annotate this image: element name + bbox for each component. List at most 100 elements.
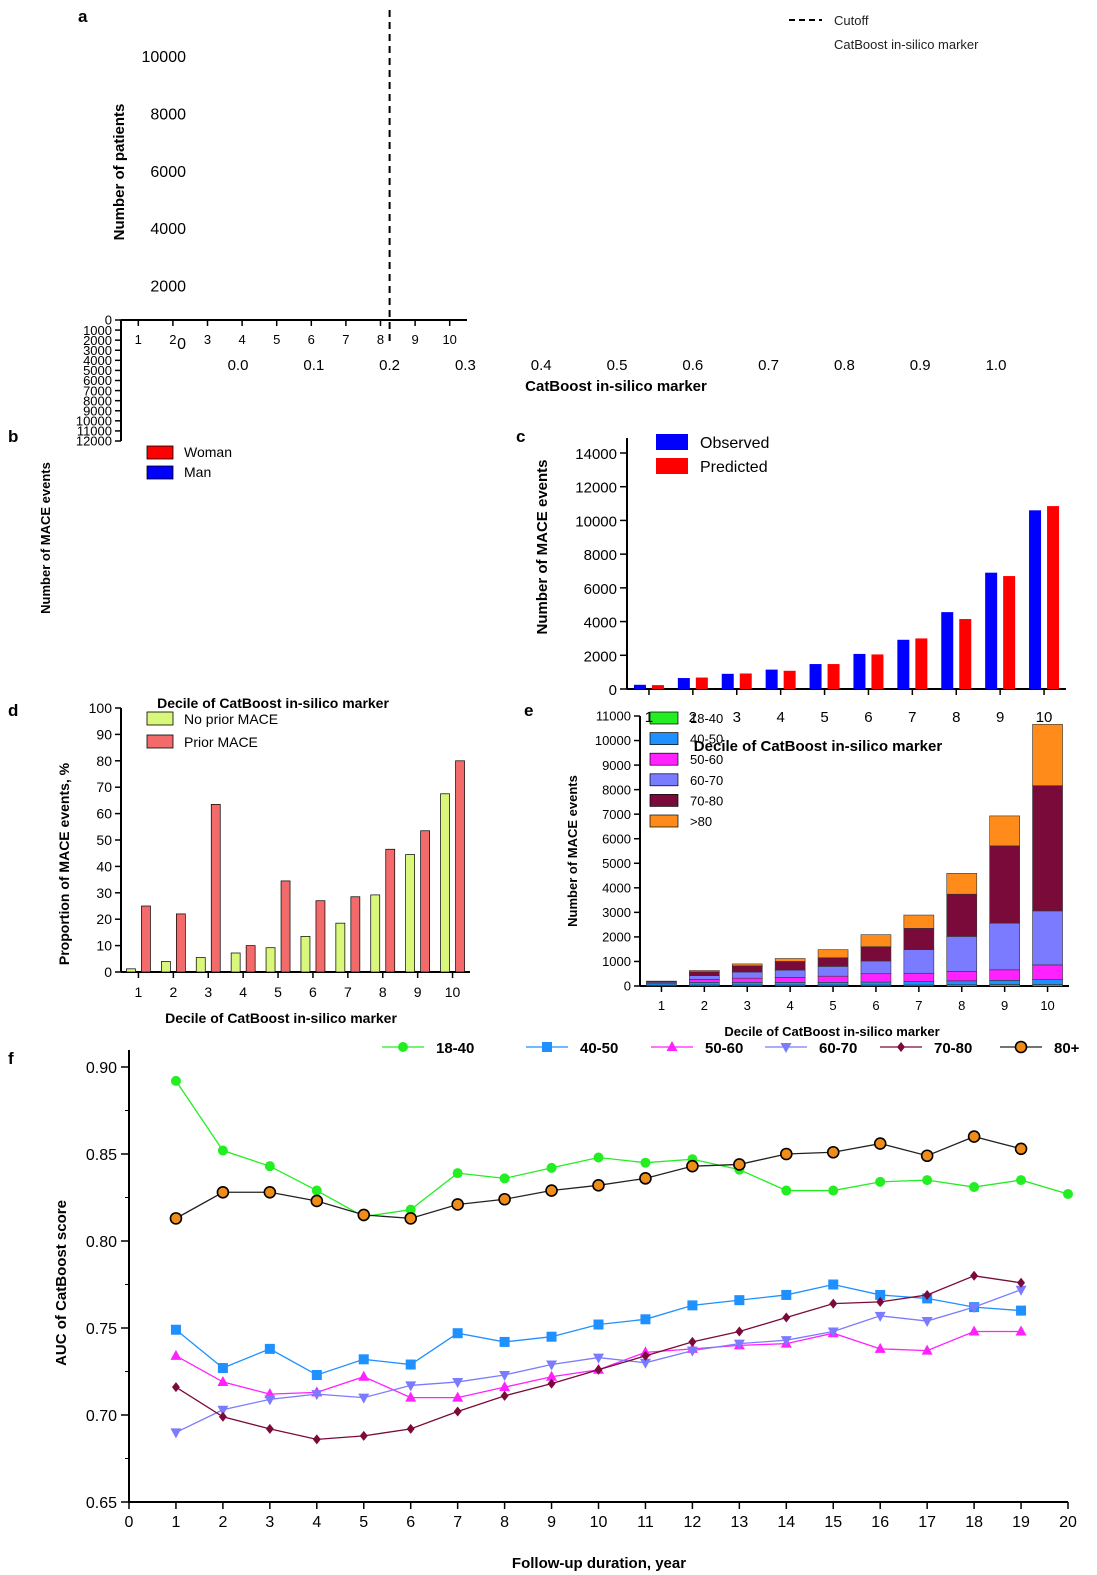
panel-e-bar-60-70 xyxy=(860,960,892,975)
panel-e-bar-70-80 xyxy=(1032,785,1063,912)
panel-c-xlabel: Decile of CatBoost in-silico marker xyxy=(694,738,943,755)
panel-f-point-70-80 xyxy=(547,1378,556,1389)
panel-c-x-tick-label: 1 xyxy=(645,709,653,726)
panel-f-point-40-50 xyxy=(358,1354,369,1365)
panel-b-ylabel: Number of MACE events xyxy=(38,462,53,614)
panel-e-bar-60-70 xyxy=(817,966,849,977)
panel-f-x-tick-label: 12 xyxy=(684,1514,702,1531)
panel-d-y-tick-label: 20 xyxy=(96,911,112,927)
panel-e-bar-70-80 xyxy=(946,893,978,937)
panel-f-point-60-70 xyxy=(780,1336,792,1347)
panel-f-point-80plus xyxy=(451,1198,464,1211)
panel-f-point-70-80 xyxy=(594,1364,603,1375)
panel-f-point-18-40 xyxy=(969,1182,980,1193)
panel-c-legend-predicted-swatch xyxy=(656,458,688,474)
panel-f-x-tick-label: 4 xyxy=(312,1514,321,1531)
panel-e-bar-60-70 xyxy=(731,971,763,979)
panel-c-bar-predicted xyxy=(827,664,840,689)
panel-e-chart: 0 1000 2000 3000 4000 5000 6000 7000 8000 9000 100… xyxy=(595,709,1069,1013)
panel-f-y-tick-label: 0.70 xyxy=(86,1408,117,1425)
panel-e-bar-60-70 xyxy=(1032,910,1063,966)
panel-f-point-18-40 xyxy=(1016,1175,1027,1186)
panel-e-bar-50-60 xyxy=(989,969,1020,981)
panel-f-chart: 0.650.700.750.800.850.900 1 2 3 4 5 6 7 8 9 10 11 12… xyxy=(86,1050,1077,1531)
panel-f-point-40-50 xyxy=(781,1289,792,1300)
panel-c-y-tick-label: 0 xyxy=(609,682,617,699)
panel-d-x-tick-label: 6 xyxy=(309,984,317,1000)
panel-e-legend-label-70-80: 70-80 xyxy=(690,793,723,808)
panel-a-y-tick-label: 10000 xyxy=(142,49,187,66)
panel-c-y-tick-label: 14000 xyxy=(575,446,617,463)
panel-e-bar-50-60 xyxy=(903,972,935,982)
panel-f-point-40-50 xyxy=(593,1319,604,1330)
panel-f-point-60-70 xyxy=(639,1358,651,1369)
panel-f-x-tick-label: 19 xyxy=(1012,1514,1030,1531)
panel-e-bar-gt80 xyxy=(731,963,763,967)
panel-a-x-tick-label: 0.2 xyxy=(379,357,400,374)
panel-e-bar-50-60 xyxy=(817,975,849,983)
panel-b-legend-man: Man xyxy=(184,464,211,480)
panel-c-bar-observed xyxy=(809,664,822,689)
panel-e-legend-label-60-70: 60-70 xyxy=(690,773,723,788)
panel-a-y-tick-label: 0 xyxy=(177,336,186,353)
panel-f-point-70-80 xyxy=(1017,1277,1026,1288)
panel-e-bar-gt80 xyxy=(817,949,849,959)
panel-d-bar-prior xyxy=(315,900,326,973)
panel-b-legend-woman: Woman xyxy=(184,444,232,460)
panel-f-point-60-70 xyxy=(405,1381,417,1392)
panel-f-point-70-80 xyxy=(265,1423,274,1434)
panel-b-y-tick-label: 5000 xyxy=(83,363,112,378)
panel-a-x-tick-label: 0.4 xyxy=(531,357,552,374)
panel-e-legend-label-40-50: 40-50 xyxy=(690,732,723,747)
panel-f-legend-marker-70-80 xyxy=(897,1042,905,1052)
panel-b-y-tick-label: 10000 xyxy=(76,414,112,429)
panel-e-y-tick-label: 11000 xyxy=(596,709,631,724)
panel-f-x-tick-label: 5 xyxy=(359,1514,368,1531)
panel-b-y-tick-label: 7000 xyxy=(83,383,112,398)
panel-f-point-18-40 xyxy=(875,1176,886,1187)
panel-a-chart: 0 2000 4000 6000 8000 10000 0.0 0.1 0.2 0.3 0.4 0.5… xyxy=(142,10,1006,374)
panel-e-bar-60-70 xyxy=(903,949,935,974)
panel-f-point-50-60 xyxy=(921,1344,933,1355)
panel-f-point-18-40 xyxy=(452,1168,463,1179)
panel-f-point-40-50 xyxy=(264,1343,275,1354)
panel-e-y-tick-label: 3000 xyxy=(602,905,631,920)
panel-f-point-80plus xyxy=(967,1130,981,1143)
panel-b-x-tick-label: 1 xyxy=(135,332,142,347)
panel-f-point-50-60 xyxy=(217,1375,229,1386)
panel-c-bar-predicted xyxy=(783,670,796,689)
panel-c-legend-predicted: Predicted xyxy=(700,459,768,476)
panel-c-y-tick-label: 12000 xyxy=(575,480,617,497)
panel-f-point-80plus xyxy=(686,1159,699,1173)
panel-d-y-tick-label: 90 xyxy=(96,726,112,742)
panel-d-bar-no-prior xyxy=(265,947,276,973)
panel-f-x-tick-label: 2 xyxy=(218,1514,227,1531)
panel-f-point-18-40 xyxy=(217,1145,228,1156)
panel-c-chart: 0 2000 4000 6000 8000 10000 12000 14000 1 2 3 4 5 6 7 8… xyxy=(575,438,1066,726)
panel-c-ylabel: Number of MACE events xyxy=(534,459,551,634)
panel-f-x-tick-label: 10 xyxy=(590,1514,608,1531)
panel-f-point-50-60 xyxy=(358,1370,370,1381)
panel-e-bar-gt80 xyxy=(860,934,892,948)
panel-c-y-tick-label: 6000 xyxy=(584,581,617,598)
panel-f-point-40-50 xyxy=(875,1289,886,1300)
panel-f-point-70-80 xyxy=(641,1350,650,1361)
panel-f-point-60-70 xyxy=(968,1303,980,1314)
panel-e-bar-40-50 xyxy=(903,981,935,986)
panel-b-y-tick-label: 12000 xyxy=(76,434,112,449)
panel-f-y-tick-label: 0.80 xyxy=(86,1234,117,1251)
panel-f-point-60-70 xyxy=(311,1390,323,1401)
panel-e-bar-40-50 xyxy=(689,982,720,986)
panel-a-x-tick-label: 0.6 xyxy=(682,357,703,374)
panel-f-point-60-70 xyxy=(499,1370,511,1381)
panel-f-legend-label-18-40: 18-40 xyxy=(436,1040,474,1057)
panel-c-bar-predicted xyxy=(871,654,884,689)
panel-d-legend-prior-swatch xyxy=(146,734,174,749)
panel-f-y-tick-label: 0.90 xyxy=(86,1060,117,1077)
panel-e-bar-40-50 xyxy=(989,980,1020,985)
panel-f-point-70-80 xyxy=(218,1411,227,1422)
panel-e-x-tick-label: 1 xyxy=(658,998,665,1013)
panel-e-bar-50-60 xyxy=(774,977,806,983)
panel-a-xlabel: CatBoost in-silico marker xyxy=(525,378,707,395)
